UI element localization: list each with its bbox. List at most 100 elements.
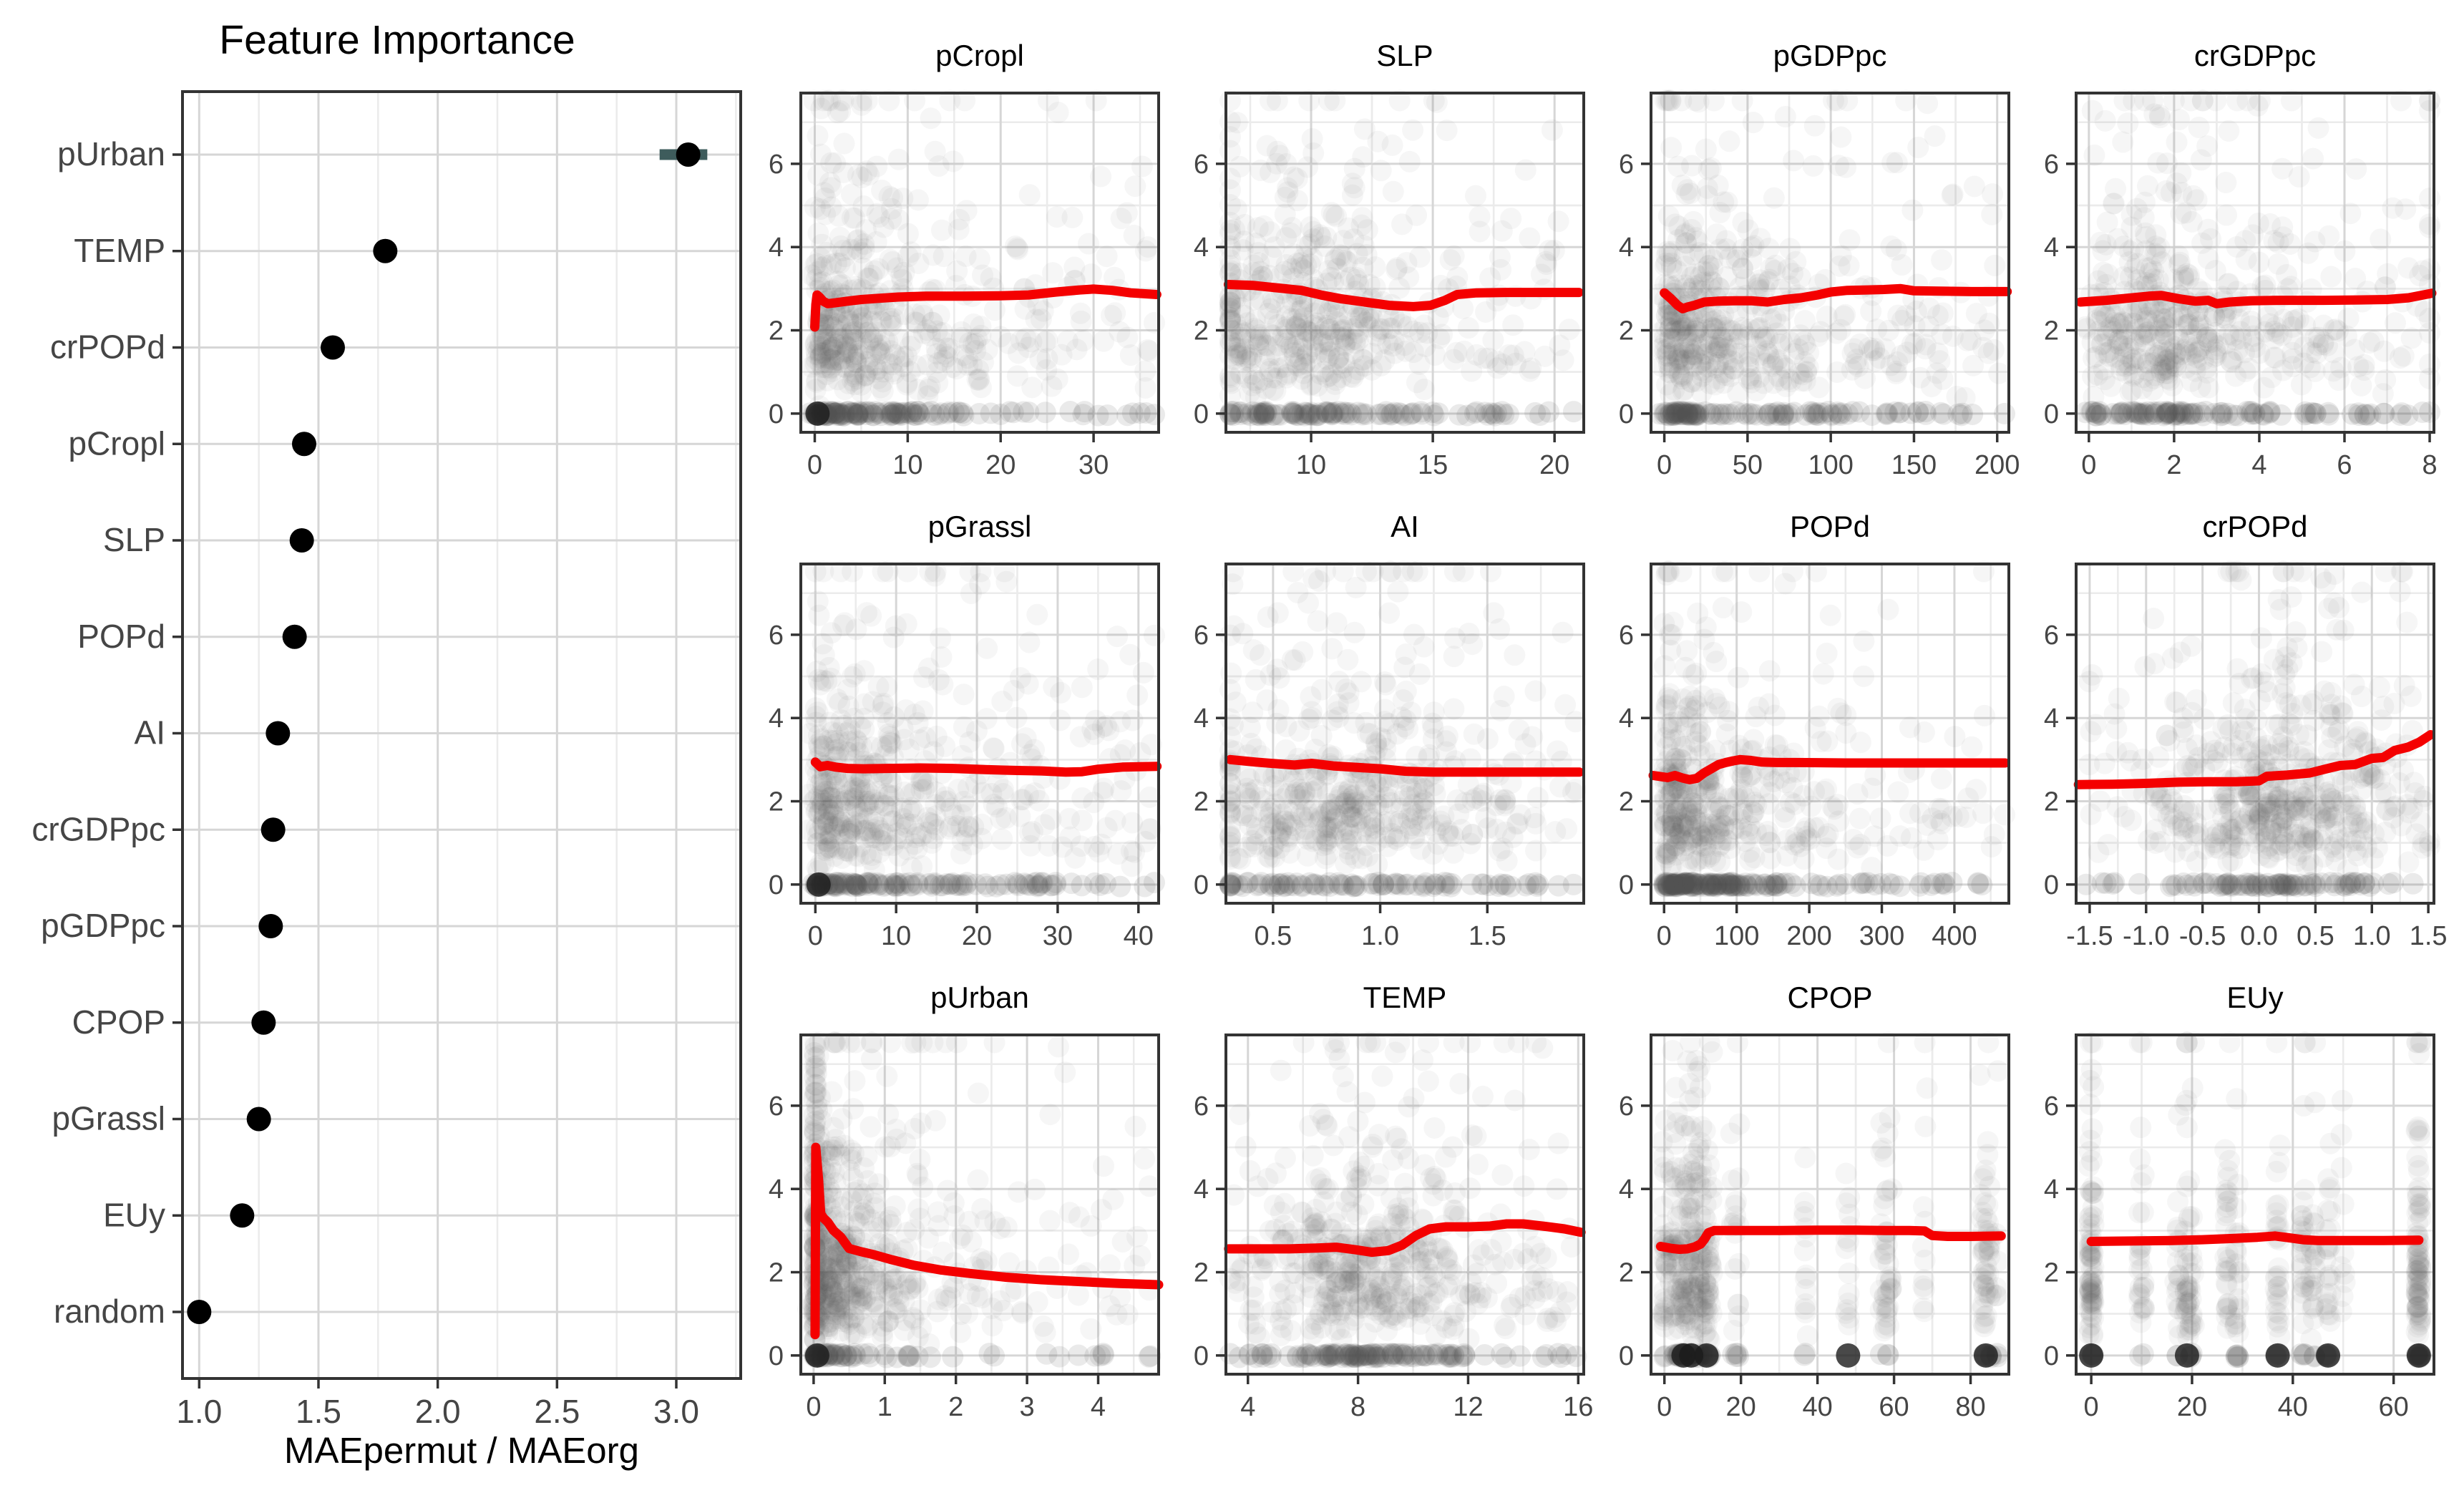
- scatter-point: [1224, 313, 1247, 335]
- scatter-point: [1229, 297, 1252, 319]
- scatter-point: [1436, 120, 1458, 142]
- scatter-point: [860, 328, 882, 350]
- scatter-point: [817, 340, 839, 362]
- scatter-point: [1315, 401, 1338, 423]
- scatter-point: [872, 692, 895, 714]
- scatter-point: [1018, 184, 1041, 206]
- scatter-point: [1042, 262, 1064, 284]
- scatter-point: [953, 684, 975, 706]
- scatter-point: [856, 351, 878, 373]
- scatter-point: [811, 271, 833, 293]
- x-tick-label: 30: [1043, 921, 1073, 951]
- scatter-point: [1087, 404, 1109, 427]
- scatter-point: [1773, 801, 1796, 823]
- scatter-point: [1957, 787, 1980, 809]
- scatter-point: [1502, 344, 1524, 366]
- overplotted-point: [805, 401, 830, 426]
- scatter-point: [1443, 698, 1465, 720]
- scatter-point: [1735, 404, 1758, 426]
- panel-title: crGDPpc: [2194, 39, 2316, 72]
- scatter-point: [1783, 834, 1806, 856]
- scatter-point: [805, 343, 827, 365]
- scatter-point: [2092, 240, 2114, 262]
- scatter-point: [847, 344, 870, 366]
- scatter-point: [1078, 233, 1100, 255]
- scatter-point: [907, 252, 930, 274]
- scatter-point: [1874, 338, 1896, 360]
- scatter-point: [881, 354, 903, 376]
- y-tick-label: 2: [769, 316, 784, 346]
- scatter-point: [1539, 239, 1561, 261]
- scatter-point: [2247, 212, 2269, 234]
- scatter-point: [1219, 329, 1241, 351]
- scatter-point: [837, 336, 859, 359]
- scatter-point: [1256, 402, 1278, 424]
- scatter-point: [1270, 264, 1292, 286]
- scatter-point: [877, 352, 899, 374]
- scatter-point: [1337, 648, 1359, 671]
- scatter-point: [831, 403, 853, 425]
- scatter-point: [847, 313, 870, 335]
- scatter-point: [1250, 326, 1272, 349]
- scatter-point: [2135, 322, 2157, 344]
- scatter-point: [832, 89, 854, 112]
- scatter-point: [824, 322, 847, 344]
- scatter-point: [1328, 353, 1350, 375]
- scatter-point: [1696, 177, 1718, 199]
- scatter-point: [837, 401, 859, 423]
- scatter-point: [829, 872, 851, 894]
- scatter-point: [1248, 336, 1270, 358]
- scatter-point: [1259, 221, 1281, 243]
- scatter-point: [844, 374, 866, 396]
- importance-point: [292, 432, 316, 457]
- scatter-point: [853, 365, 875, 387]
- scatter-point: [819, 348, 842, 370]
- scatter-point: [805, 371, 827, 393]
- scatter-point: [1253, 401, 1275, 423]
- scatter-point: [826, 404, 848, 427]
- scatter-point: [803, 89, 825, 112]
- scatter-point: [830, 321, 852, 344]
- scatter-point: [1849, 731, 1871, 754]
- scatter-point: [852, 195, 875, 218]
- scatter-point: [881, 401, 903, 423]
- scatter-point: [1325, 205, 1348, 228]
- scatter-point: [1493, 404, 1515, 426]
- scatter-point: [1382, 180, 1404, 203]
- scatter-point: [1504, 644, 1526, 666]
- scatter-point: [1026, 603, 1048, 626]
- scatter-point: [1259, 161, 1281, 183]
- scatter-point: [2267, 253, 2289, 275]
- panel-title: pCropl: [935, 39, 1024, 72]
- scatter-point: [842, 402, 864, 424]
- scatter-point: [1310, 679, 1333, 701]
- scatter-point: [2196, 135, 2219, 157]
- scatter-point: [1293, 331, 1315, 353]
- scatter-point: [871, 342, 893, 364]
- scatter-point: [921, 311, 943, 334]
- scatter-point: [891, 268, 913, 291]
- scatter-point: [833, 132, 855, 155]
- x-tick-label: 2: [2166, 450, 2181, 480]
- scatter-point: [2362, 330, 2385, 352]
- scatter-point: [1699, 845, 1721, 867]
- scatter-point: [824, 402, 846, 424]
- scatter-point: [1269, 145, 1291, 167]
- scatter-point: [1268, 667, 1290, 689]
- scatter-point: [1287, 334, 1309, 356]
- scatter-point: [1263, 291, 1285, 313]
- scatter-point: [1049, 709, 1071, 731]
- scatter-point: [821, 360, 843, 382]
- scatter-point: [2207, 335, 2229, 357]
- scatter-point: [2343, 673, 2365, 696]
- scatter-point: [1941, 184, 1963, 206]
- scatter-point: [851, 167, 873, 189]
- scatter-point: [926, 343, 948, 365]
- scatter-point: [1018, 631, 1041, 653]
- scatter-point: [1758, 402, 1781, 424]
- scatter-point: [2377, 263, 2399, 285]
- scatter-point: [2391, 402, 2413, 424]
- scatter-point: [1246, 404, 1268, 426]
- scatter-point: [1815, 825, 1837, 847]
